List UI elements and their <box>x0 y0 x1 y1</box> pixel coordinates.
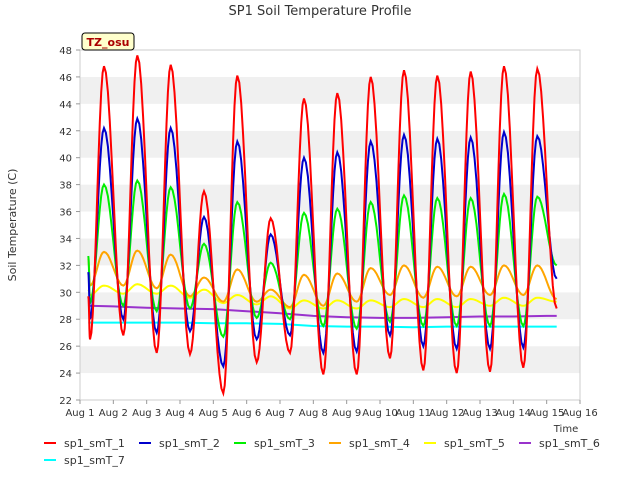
series-lines <box>87 55 558 398</box>
x-tick-label: Aug 14 <box>496 408 531 419</box>
grid-band <box>80 103 580 131</box>
grid-band <box>80 373 580 400</box>
x-tick-label: Aug 2 <box>99 408 128 419</box>
grid-band <box>80 157 580 185</box>
y-tick-label: 38 <box>59 181 72 192</box>
x-tick-label: Aug 6 <box>232 408 261 419</box>
x-tick-label: Aug 11 <box>396 408 431 419</box>
legend-label-sp1_smT_1: sp1_smT_1 <box>64 437 125 450</box>
x-tick-label: Aug 10 <box>362 408 397 419</box>
grid-band <box>80 184 580 212</box>
legend-label-sp1_smT_7: sp1_smT_7 <box>64 454 125 467</box>
grid-band <box>80 346 580 374</box>
x-tick-label: Aug 15 <box>529 408 564 419</box>
series-line-sp1_smT_7 <box>88 321 557 329</box>
y-tick-label: 22 <box>59 396 72 407</box>
y-axis-label: Soil Temperature (C) <box>6 169 19 282</box>
y-tick-label: 32 <box>59 261 72 272</box>
x-tick-label: Aug 7 <box>265 408 294 419</box>
y-tick-label: 40 <box>59 154 72 165</box>
y-tick-label: 44 <box>59 100 72 111</box>
y-tick-label: 48 <box>59 46 72 57</box>
annotation-label: TZ_osu <box>87 36 130 49</box>
x-axis-ticks: Aug 1 Aug 2 Aug 3 Aug 4 Aug 5 Aug 6 Aug 7 Aug 8… <box>65 400 598 419</box>
series-line-sp1_smT_1 <box>87 55 558 398</box>
x-tick-label: Aug 13 <box>462 408 497 419</box>
x-tick-label: Aug 4 <box>165 408 194 419</box>
plot-frame <box>79 49 581 401</box>
y-tick-label: 42 <box>59 127 72 138</box>
y-tick-label: 24 <box>59 369 72 380</box>
legend-label-sp1_smT_2: sp1_smT_2 <box>159 437 220 450</box>
x-tick-label: Aug 8 <box>299 408 328 419</box>
legend-label-sp1_smT_3: sp1_smT_3 <box>254 437 315 450</box>
legend: sp1_smT_1 sp1_smT_2 sp1_smT_3 sp1_smT_4 sp1_… <box>44 437 600 467</box>
legend-label-sp1_smT_5: sp1_smT_5 <box>444 437 505 450</box>
x-tick-label: Aug 5 <box>199 408 228 419</box>
x-tick-label: Aug 1 <box>65 408 94 419</box>
y-tick-label: 34 <box>59 234 72 245</box>
grid-band <box>80 50 580 77</box>
x-tick-label: Aug 9 <box>332 408 361 419</box>
legend-label-sp1_smT_6: sp1_smT_6 <box>539 437 600 450</box>
y-axis-ticks: 22 24 26 28 30 32 34 36 38 40 42 44 46 48 <box>59 46 80 407</box>
y-tick-label: 26 <box>59 342 72 353</box>
y-tick-label: 28 <box>59 315 72 326</box>
annotation-box: TZ_osu <box>81 32 135 51</box>
chart-title: SP1 Soil Temperature Profile <box>229 4 412 19</box>
series-line-sp1_smT_6 <box>88 304 557 319</box>
grid-band <box>80 319 580 347</box>
y-tick-label: 36 <box>59 208 72 219</box>
grid-band <box>80 130 580 158</box>
y-tick-label: 30 <box>59 288 72 299</box>
grid-band <box>80 76 580 104</box>
x-axis-label: Time <box>553 424 578 435</box>
x-tick-label: Aug 3 <box>132 408 161 419</box>
y-tick-label: 46 <box>59 73 72 84</box>
x-tick-label: Aug 16 <box>562 408 597 419</box>
x-tick-label: Aug 12 <box>429 408 464 419</box>
legend-label-sp1_smT_4: sp1_smT_4 <box>349 437 410 450</box>
